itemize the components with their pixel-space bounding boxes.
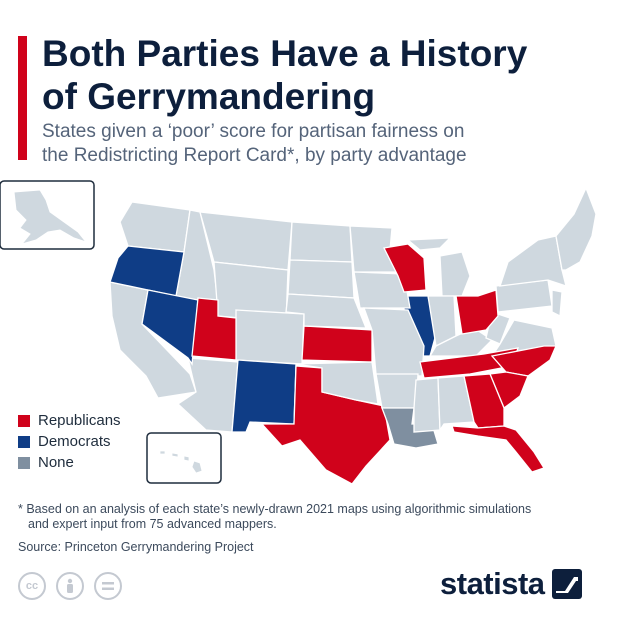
footnote-line-2: and expert input from 75 advanced mapper… [28, 517, 277, 531]
state-utah [191, 297, 237, 361]
state-new-mexico [231, 359, 297, 433]
license-icons: cc [18, 572, 132, 600]
state-montana [199, 211, 293, 271]
footnote-line-1: * Based on an analysis of each state’s n… [18, 502, 532, 516]
page-subtitle: States given a ‘poor’ score for partisan… [42, 120, 607, 168]
us-state-map [0, 180, 597, 485]
title-line-1: Both Parties Have a History [42, 33, 528, 74]
legend-label-none: None [38, 454, 74, 471]
legend-swatch-democrats [18, 435, 30, 448]
state-nevada [141, 289, 199, 366]
state-wisconsin [383, 243, 427, 293]
legend-item-democrats: Democrats [18, 431, 121, 452]
title-line-2: of Gerrymandering [42, 76, 376, 117]
state-arizona [176, 357, 239, 433]
statista-brand[interactable]: statista [440, 566, 582, 602]
state-oklahoma [295, 361, 379, 405]
hawaii-inset [146, 432, 222, 484]
state-louisiana [381, 407, 439, 449]
state-nebraska [285, 293, 367, 329]
state-alaska [13, 189, 88, 245]
source-text: Source: Princeton Gerrymandering Project [18, 540, 254, 554]
state-michigan [406, 237, 471, 297]
brand-name: statista [440, 566, 545, 601]
statista-logo-icon [551, 569, 582, 599]
cc-icon[interactable]: cc [18, 572, 46, 600]
page-title: Both Parties Have a History of Gerrymand… [42, 32, 602, 118]
state-alabama [437, 375, 475, 433]
state-new-york [499, 235, 567, 287]
state-iowa [353, 271, 411, 309]
state-missouri [363, 307, 425, 377]
title-accent-bar [18, 36, 27, 160]
state-south-dakota [287, 259, 355, 299]
legend-label-democrats: Democrats [38, 433, 111, 450]
state-new-jersey [551, 289, 563, 318]
state-arkansas [375, 373, 419, 409]
state-ohio [455, 289, 499, 335]
state-florida [451, 425, 545, 473]
state-new-england [555, 186, 597, 271]
map-legend: Republicans Democrats None [18, 410, 121, 473]
state-kansas [301, 325, 373, 363]
state-colorado [235, 309, 305, 365]
state-washington [119, 201, 191, 253]
legend-swatch-republicans [18, 414, 30, 427]
state-north-dakota [289, 221, 353, 263]
legend-label-republicans: Republicans [38, 412, 121, 429]
subtitle-line-1: States given a ‘poor’ score for partisan… [42, 121, 465, 142]
legend-item-republicans: Republicans [18, 410, 121, 431]
alaska-inset [0, 180, 95, 250]
legend-item-none: None [18, 452, 121, 473]
state-mississippi [413, 377, 441, 433]
legend-swatch-none [18, 456, 30, 469]
attribution-icon[interactable] [56, 572, 84, 600]
state-hawaii [159, 450, 203, 474]
footnote: * Based on an analysis of each state’s n… [18, 502, 608, 532]
no-derivatives-icon[interactable] [94, 572, 122, 600]
subtitle-line-2: the Redistricting Report Card*, by party… [42, 145, 467, 166]
